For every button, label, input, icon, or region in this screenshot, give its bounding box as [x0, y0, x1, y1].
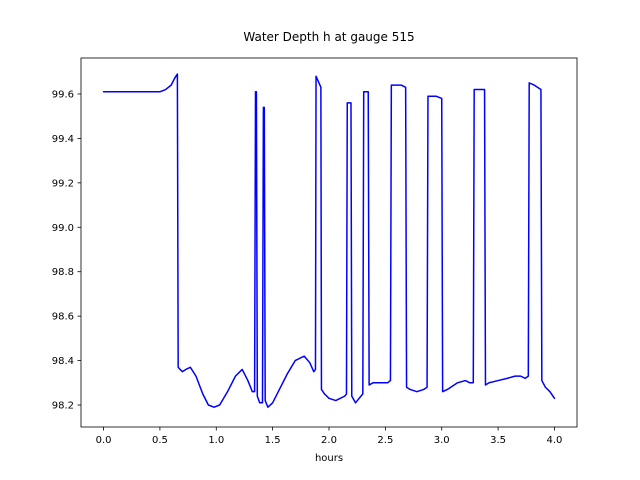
y-axis-ticks: 98.2 98.4 98.6 98.8 99.0 99.2 99.4 99.6	[52, 89, 81, 412]
y-tick-label: 98.8	[52, 267, 74, 278]
y-tick-label: 98.2	[52, 401, 74, 412]
y-tick-label: 99.0	[52, 223, 74, 234]
axes-frame	[80, 57, 578, 428]
x-tick-label: 1.0	[208, 435, 224, 446]
x-tick-label: 3.5	[490, 435, 506, 446]
x-tick-label: 2.5	[377, 435, 393, 446]
y-tick-label: 99.2	[52, 178, 74, 189]
x-tick-label: 0.5	[152, 435, 168, 446]
x-tick-label: 0.0	[96, 435, 112, 446]
y-tick-label: 98.4	[52, 356, 74, 367]
water-depth-line	[102, 73, 556, 408]
x-tick-label: 3.0	[434, 435, 450, 446]
y-tick-label: 99.6	[52, 89, 74, 100]
y-tick-label: 98.6	[52, 312, 74, 323]
x-axis-ticks: 0.0 0.5 1.0 1.5 2.0 2.5 3.0 3.5 4.0	[96, 427, 563, 446]
data-series-group	[102, 73, 556, 408]
x-tick-label: 1.5	[265, 435, 281, 446]
chart-title: Water Depth h at gauge 515	[243, 30, 414, 44]
x-tick-label: 2.0	[321, 435, 337, 446]
y-tick-label: 99.4	[52, 134, 74, 145]
x-axis-label: hours	[315, 453, 343, 464]
x-tick-label: 4.0	[547, 435, 563, 446]
